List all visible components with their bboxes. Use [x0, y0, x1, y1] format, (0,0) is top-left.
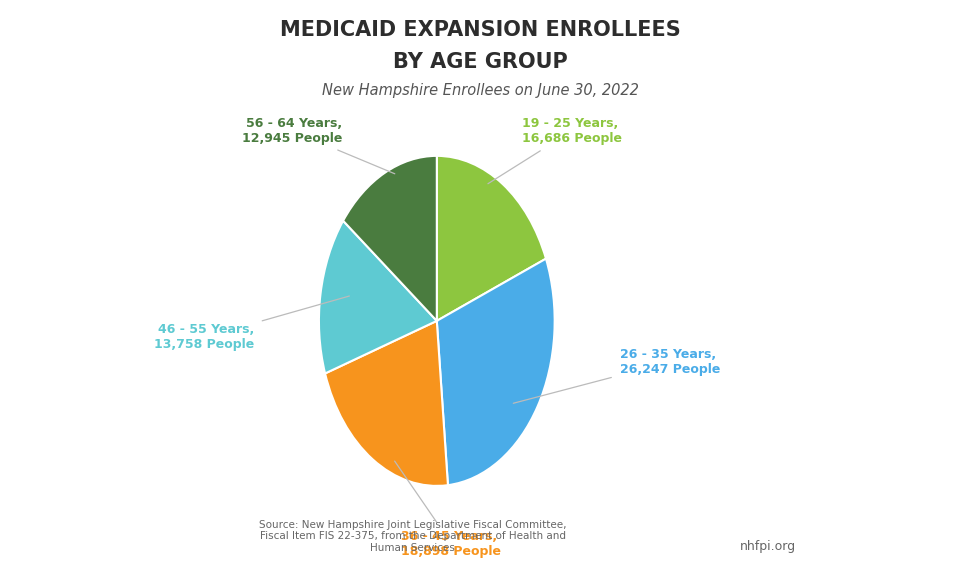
Text: 36 - 45 Years,
18,898 People: 36 - 45 Years, 18,898 People	[395, 461, 501, 558]
Text: New Hampshire Enrollees on June 30, 2022: New Hampshire Enrollees on June 30, 2022	[322, 83, 638, 98]
Text: Source: New Hampshire Joint Legislative Fiscal Committee,
Fiscal Item FIS 22-375: Source: New Hampshire Joint Legislative …	[259, 520, 566, 553]
Text: 46 - 55 Years,
13,758 People: 46 - 55 Years, 13,758 People	[154, 296, 349, 351]
Wedge shape	[319, 221, 437, 374]
Wedge shape	[437, 156, 546, 321]
Text: 19 - 25 Years,
16,686 People: 19 - 25 Years, 16,686 People	[488, 117, 622, 184]
Text: 56 - 64 Years,
12,945 People: 56 - 64 Years, 12,945 People	[242, 117, 395, 174]
Wedge shape	[325, 321, 448, 486]
Text: nhfpi.org: nhfpi.org	[740, 540, 796, 553]
Text: MEDICAID EXPANSION ENROLLEES: MEDICAID EXPANSION ENROLLEES	[279, 20, 681, 40]
Text: BY AGE GROUP: BY AGE GROUP	[393, 52, 567, 72]
Wedge shape	[437, 258, 555, 485]
Text: 26 - 35 Years,
26,247 People: 26 - 35 Years, 26,247 People	[514, 348, 720, 403]
Wedge shape	[343, 156, 437, 321]
